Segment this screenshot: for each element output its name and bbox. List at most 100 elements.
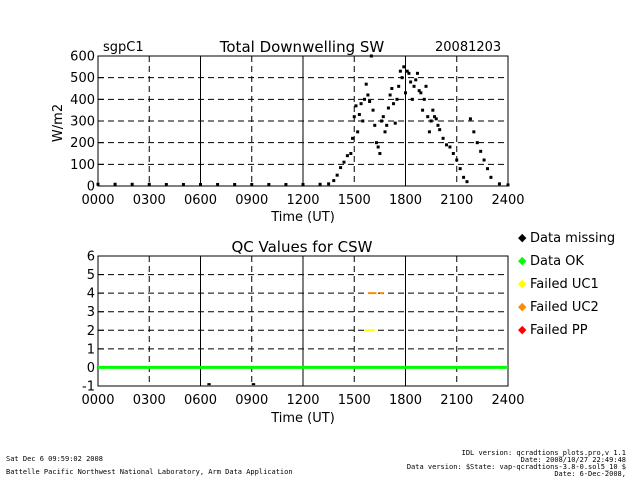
qc-chart: -1 0 1 2 3 4 5 6 0000 0300 0600 0900 1200 1500 1800 21… [81, 250, 524, 427]
qc-y-tick-label: 1 [87, 342, 95, 357]
footer-data-version: Data version: $State: vap-qcradtions-3.8… [406, 463, 626, 471]
sw-y-tick-label: 400 [70, 93, 95, 108]
sw-data-point [419, 91, 423, 95]
sw-x-ticks: 0000 0300 0600 0900 1200 1500 1800 2100 2400 [81, 193, 524, 208]
sw-data-point [433, 115, 437, 119]
sw-data-point [369, 54, 373, 58]
sw-data-point [351, 136, 355, 140]
sw-y-tick-label: 500 [70, 71, 95, 86]
sw-data-point [366, 93, 370, 97]
qc-x-tick-label: 1800 [389, 393, 422, 408]
qc-y-tick-label: 3 [87, 305, 95, 320]
sw-x-axis-label: Time (UT) [270, 210, 335, 225]
qc-x-tick-label: 0600 [184, 393, 217, 408]
legend-label: Data OK [530, 254, 584, 269]
sw-data-point [489, 175, 493, 179]
sw-data-point [410, 97, 414, 101]
sw-data-point [465, 180, 469, 184]
sw-x-tick-label: 2400 [491, 193, 524, 208]
sw-data-point [448, 145, 452, 149]
sw-data-point [352, 115, 356, 119]
sw-data-point [386, 106, 390, 110]
sw-data-point [383, 130, 387, 134]
qc-y-tick-label: 4 [87, 287, 95, 302]
legend-label: Failed UC2 [530, 300, 599, 315]
site-label: sgpC1 [103, 40, 144, 55]
legend-marker-icon: ◆ [518, 231, 527, 244]
sw-data-point [233, 182, 237, 186]
sw-y-tick-label: 0 [87, 180, 95, 195]
sw-data-point [390, 87, 394, 90]
sw-data-point [363, 97, 366, 101]
sw-data-point [404, 91, 407, 95]
sw-data-point [147, 182, 151, 186]
sw-data-point [250, 182, 254, 186]
qc-x-tick-label: 1500 [338, 393, 371, 408]
sw-data-point [431, 108, 435, 112]
sw-data-point [417, 89, 421, 93]
sw-data-point [395, 97, 399, 101]
sw-data-point [468, 117, 472, 121]
sw-chart: 0 100 200 300 400 500 600 0000 0300 0600 0900 1200… [51, 50, 525, 226]
sw-data-point [216, 182, 220, 186]
qc-y-tick-label: 5 [87, 268, 95, 283]
sw-data-point [427, 130, 431, 134]
sw-y-tick-label: 300 [70, 115, 95, 130]
sw-data-point [376, 145, 380, 149]
sw-y-tick-label: 200 [70, 136, 95, 151]
legend-label: Data missing [530, 231, 615, 246]
sw-data-point [422, 97, 426, 101]
sw-data-point [113, 182, 117, 186]
sw-data-point [434, 117, 438, 121]
sw-data-point [388, 93, 392, 97]
legend-marker-icon: ◆ [518, 323, 527, 336]
sw-data-point [373, 123, 377, 127]
sw-data-point [364, 82, 368, 86]
qc-y-tick-label: -1 [82, 380, 95, 395]
sw-data-point [436, 123, 440, 127]
sw-data-point [267, 182, 271, 186]
sw-data-point [445, 143, 448, 147]
qc-x-ticks: 0000 0300 0600 0900 1200 1500 1800 2100 2400 [81, 393, 524, 408]
sw-x-tick-label: 2100 [440, 193, 473, 208]
sw-data-point [335, 173, 339, 177]
qc-x-tick-label: 2400 [491, 393, 524, 408]
sw-data-point [486, 167, 489, 171]
sw-data-point [301, 182, 305, 186]
legend-marker-icon: ◆ [518, 254, 527, 267]
sw-data-point [475, 141, 479, 145]
sw-data-point [426, 115, 430, 119]
sw-data-point [402, 65, 406, 69]
qc-y-tick-label: 2 [87, 324, 95, 339]
sw-data-point [412, 84, 416, 88]
sw-data-point [400, 76, 404, 80]
sw-data-point [398, 69, 402, 73]
sw-data-point [392, 102, 396, 106]
sw-data-point [421, 108, 425, 112]
footer-timestamp: Sat Dec 6 09:59:02 2008 [6, 455, 103, 463]
sw-data-point [374, 141, 378, 145]
qc-x-tick-label: 0000 [81, 393, 114, 408]
qc-title: QC Values for CSW [231, 238, 372, 256]
chart-title: Total Downwelling SW [219, 38, 385, 56]
qc-y-ticks: -1 0 1 2 3 4 5 6 [82, 250, 104, 395]
sw-data-point [357, 113, 361, 116]
sw-data-point [405, 69, 409, 73]
qc-y-tick-label: 0 [87, 361, 95, 376]
sw-y-axis-label: W/m2 [51, 104, 66, 142]
sw-data-point [455, 158, 459, 162]
qc-x-tick-label: 0900 [235, 393, 268, 408]
sw-data-point [130, 182, 134, 186]
sw-data-point [479, 149, 483, 153]
footer-date: Date: 2008/10/27 22:49:48 [520, 456, 626, 464]
sw-data-point [429, 119, 433, 123]
sw-data-point [378, 152, 382, 155]
sw-data-point [482, 158, 486, 162]
qc-x-tick-label: 0300 [133, 393, 166, 408]
sw-data-point [354, 104, 358, 108]
qc-grid [98, 256, 508, 386]
sw-data-point [451, 152, 455, 155]
qc-x-axis-label: Time (UT) [270, 411, 335, 426]
sw-grid [98, 56, 508, 186]
